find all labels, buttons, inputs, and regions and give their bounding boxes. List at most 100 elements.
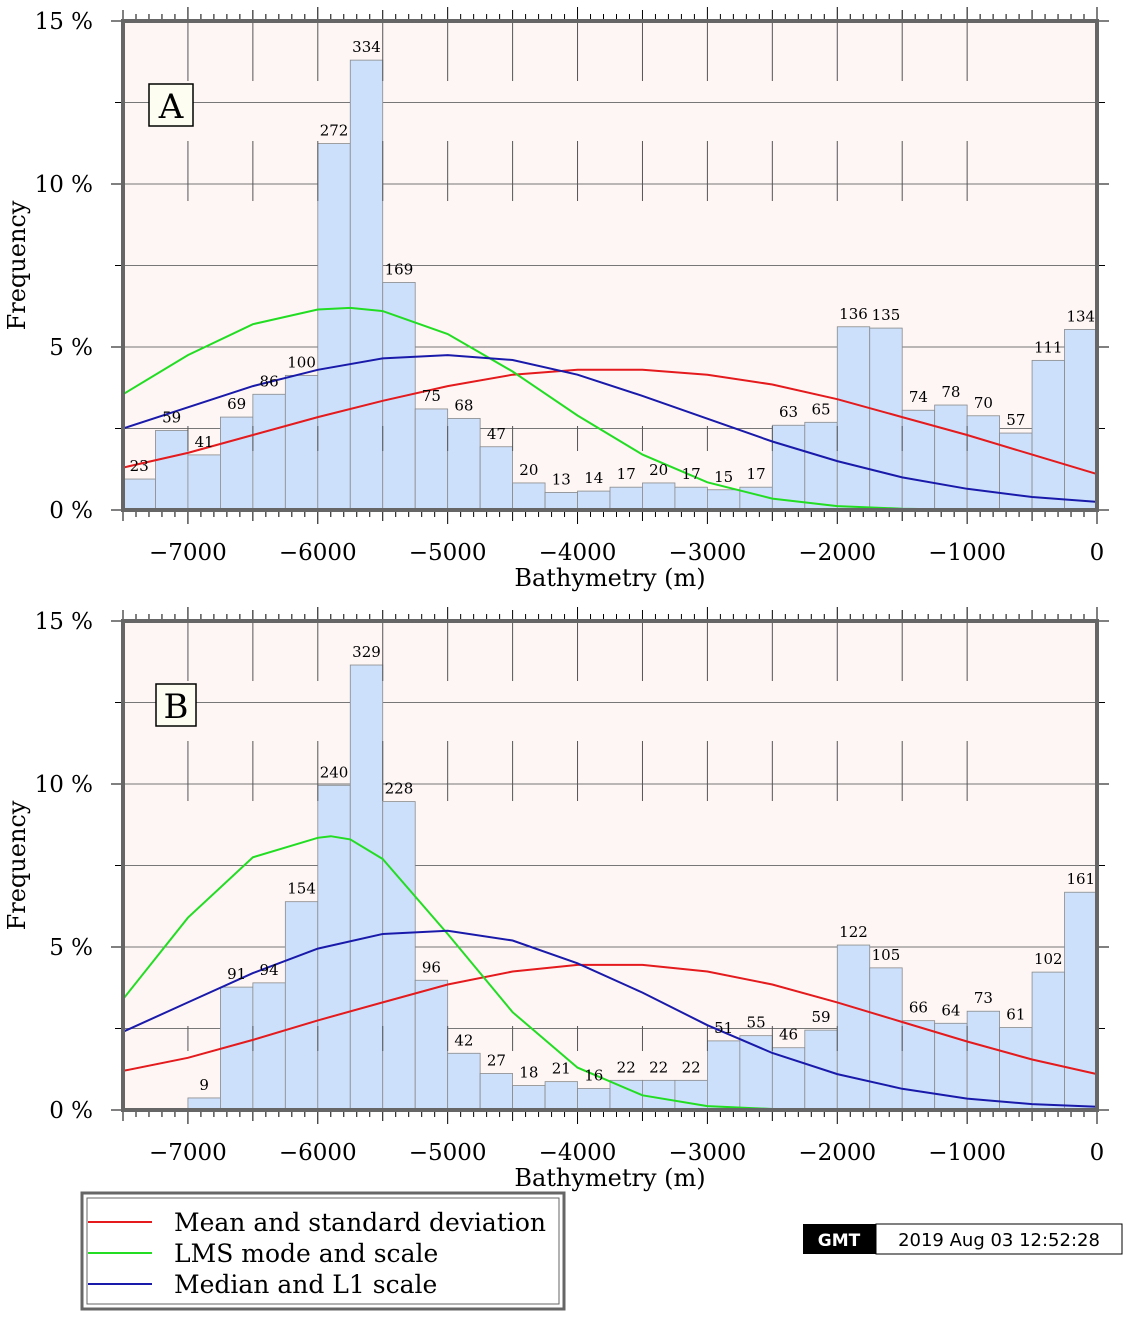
bar-count-label-b: 161 <box>1066 870 1095 888</box>
bar-count-label-a: 136 <box>839 305 868 323</box>
panel-a: 23 59 41 69 86 100 272 334 169 75 68 47 20 13 14 17 20 17… <box>3 7 1109 592</box>
bar-count-label-b: 64 <box>941 1001 960 1019</box>
histogram-bar-b <box>544 1081 578 1111</box>
bar-count-label-a: 111 <box>1034 338 1063 356</box>
y-tick-label-a: 15 % <box>35 9 93 35</box>
gmt-logo: GMT <box>818 1231 861 1251</box>
bar-count-label-a: 17 <box>617 465 636 483</box>
y-tick-label-b: 0 % <box>49 1098 93 1124</box>
bar-count-label-b: 96 <box>422 958 441 976</box>
histogram-bar-b <box>414 979 449 1111</box>
y-tick-label-a: 5 % <box>49 335 93 361</box>
x-tick-label-b: −7000 <box>149 1140 227 1166</box>
curve-mean-b <box>122 963 1098 1076</box>
x-tick-label-a: −6000 <box>279 540 357 566</box>
histogram-bar-a <box>122 478 156 511</box>
bar-count-label-a: 68 <box>454 396 473 414</box>
bar-count-label-a: 17 <box>747 465 766 483</box>
panel-label-box-a <box>148 83 194 127</box>
bar-count-label-b: 55 <box>747 1014 766 1032</box>
bar-count-label-a: 69 <box>227 395 246 413</box>
bar-count-label-b: 154 <box>287 880 316 898</box>
histogram-bar-b <box>284 901 319 1111</box>
histogram-bar-b <box>447 1052 481 1111</box>
histogram-bar-a <box>414 408 449 511</box>
x-tick-label-b: −2000 <box>798 1140 876 1166</box>
bar-count-label-b: 59 <box>811 1008 830 1026</box>
histogram-bar-a <box>349 59 384 511</box>
histogram-bar-a <box>836 326 871 511</box>
bar-count-label-a: 65 <box>811 400 830 418</box>
x-tick-label-b: −4000 <box>539 1140 617 1166</box>
plot-frame-a <box>121 19 1099 512</box>
curve-median-b <box>122 929 1098 1108</box>
bar-count-label-a: 70 <box>974 394 993 412</box>
x-tick-label-b: −6000 <box>279 1140 357 1166</box>
bar-count-label-b: 91 <box>227 965 246 983</box>
bar-count-label-b: 73 <box>974 989 993 1007</box>
bar-count-label-a: 59 <box>162 408 181 426</box>
histogram-bar-b <box>512 1085 546 1111</box>
histogram-bar-b <box>869 967 903 1111</box>
histogram-bar-a <box>642 482 676 511</box>
bar-count-label-a: 63 <box>779 403 798 421</box>
histogram-bar-b <box>349 664 384 1111</box>
x-tick-label-a: −3000 <box>668 540 746 566</box>
histogram-bar-a <box>512 482 546 511</box>
timestamp-stamp: GMT 2019 Aug 03 12:52:28 <box>803 1223 1123 1255</box>
bar-count-label-a: 20 <box>519 461 538 479</box>
histogram-bar-a <box>934 404 968 511</box>
histogram-bar-a <box>577 490 611 511</box>
bar-count-label-b: 27 <box>487 1051 506 1069</box>
x-tick-label-a: 0 <box>1090 540 1105 566</box>
bar-count-label-b: 61 <box>1006 1006 1025 1024</box>
x-tick-label-a: −2000 <box>798 540 876 566</box>
histogram-bar-a <box>1031 359 1065 511</box>
bar-count-label-a: 135 <box>872 306 901 324</box>
x-tick-label-a: −5000 <box>409 540 487 566</box>
histogram-bar-b <box>901 1020 936 1111</box>
bar-count-label-b: 18 <box>519 1064 538 1082</box>
bar-count-label-a: 86 <box>260 372 279 390</box>
x-tick-label-a: −1000 <box>928 540 1006 566</box>
histogram-bar-b <box>219 986 254 1111</box>
histogram-bar-a <box>609 486 643 511</box>
bar-count-label-a: 75 <box>422 387 441 405</box>
y-axis-title-b: Frequency <box>3 800 31 930</box>
histogram-bar-a <box>219 416 254 511</box>
legend-label-lms: LMS mode and scale <box>174 1239 438 1268</box>
timestamp-box <box>875 1223 1123 1255</box>
bar-count-label-b: 228 <box>385 780 414 798</box>
bar-count-label-b: 240 <box>320 763 349 781</box>
x-tick-label-b: −3000 <box>668 1140 746 1166</box>
histogram-bar-b <box>382 801 416 1111</box>
bar-count-label-b: 9 <box>199 1076 209 1094</box>
histogram-bar-b <box>1064 891 1098 1111</box>
histogram-bar-a <box>739 486 773 511</box>
bar-count-label-a: 14 <box>584 469 603 487</box>
bar-count-label-a: 169 <box>385 260 414 278</box>
y-tick-label-b: 5 % <box>49 935 93 961</box>
bar-count-label-a: 134 <box>1066 307 1095 325</box>
bar-count-label-b: 102 <box>1034 950 1063 968</box>
bar-count-label-b: 21 <box>552 1060 571 1078</box>
histogram-bar-b <box>577 1088 611 1111</box>
bar-count-label-a: 13 <box>552 470 571 488</box>
histogram-bar-a <box>674 486 708 511</box>
histogram-bar-a <box>155 430 189 511</box>
bar-count-label-a: 15 <box>714 468 733 486</box>
histogram-bar-a <box>479 446 513 511</box>
histogram-bar-a <box>707 489 741 511</box>
bar-count-label-a: 17 <box>682 465 701 483</box>
bar-count-label-a: 100 <box>287 353 316 371</box>
bar-count-label-a: 41 <box>195 433 214 451</box>
bar-count-label-b: 46 <box>779 1026 798 1044</box>
bar-count-label-b: 105 <box>872 946 901 964</box>
gmt-logo-box <box>803 1224 876 1254</box>
x-tick-label-a: −7000 <box>149 540 227 566</box>
bar-count-label-b: 51 <box>714 1019 733 1037</box>
x-tick-label-b: 0 <box>1090 1140 1105 1166</box>
bar-count-label-a: 78 <box>941 383 960 401</box>
histogram-bar-a <box>999 432 1033 511</box>
